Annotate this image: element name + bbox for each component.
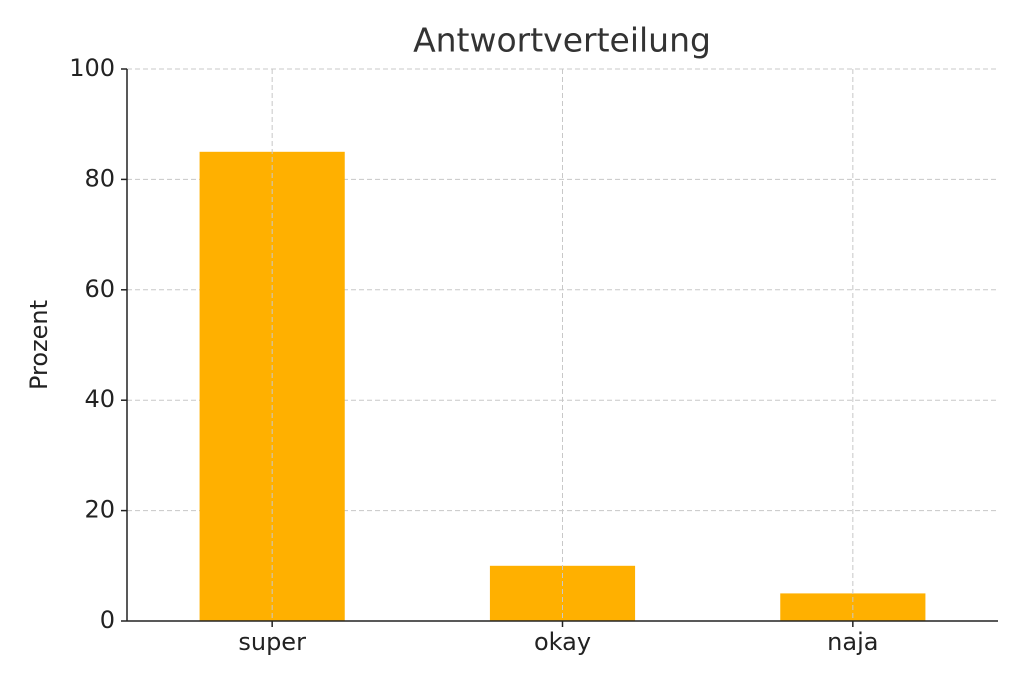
- x-tick-label: super: [238, 628, 306, 656]
- y-tick-label: 40: [84, 385, 115, 413]
- y-tick-label: 20: [84, 496, 115, 524]
- chart-title: Antwortverteilung: [413, 21, 711, 60]
- y-tick-label: 80: [84, 164, 115, 192]
- y-tick-label: 100: [69, 54, 115, 82]
- y-tick-label: 60: [84, 275, 115, 303]
- x-tick-label: naja: [827, 628, 878, 656]
- y-axis-label: Prozent: [25, 300, 53, 390]
- x-tick-label: okay: [534, 628, 591, 656]
- y-tick-label: 0: [100, 606, 115, 634]
